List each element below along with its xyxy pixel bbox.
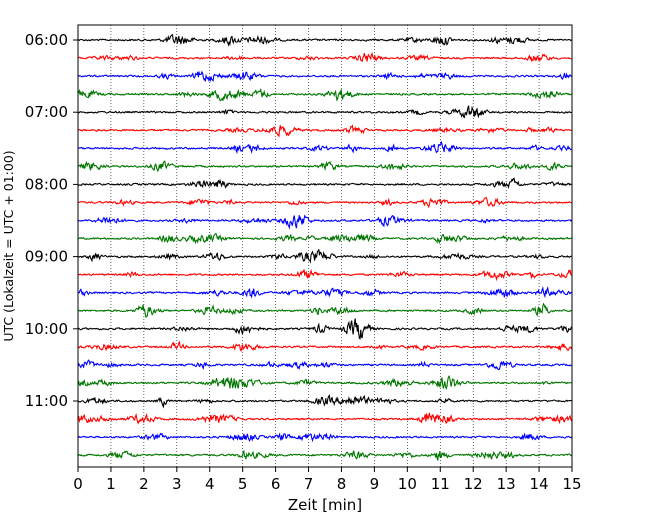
- y-tick-label: 09:00: [25, 248, 68, 266]
- x-tick-label: 10: [398, 475, 417, 493]
- y-tick-label: 11:00: [25, 392, 68, 410]
- seismogram-trace: [77, 302, 572, 319]
- x-tick-label: 12: [464, 475, 483, 493]
- seismogram-trace: [77, 140, 572, 155]
- seismogram-trace: [77, 196, 572, 209]
- x-tick-label: 13: [497, 475, 516, 493]
- x-axis-label: Zeit [min]: [288, 496, 362, 514]
- y-tick-label: 06:00: [25, 31, 68, 49]
- seismogram-trace: [77, 393, 572, 409]
- seismogram-trace: [77, 412, 573, 425]
- seismogram-trace: [77, 105, 572, 119]
- seismogram-trace: [77, 449, 572, 461]
- seismogram-trace: [77, 249, 572, 264]
- y-tick-label: 08:00: [25, 175, 68, 193]
- seismogram-trace: [77, 51, 572, 63]
- seismogram-trace: [77, 124, 572, 138]
- x-tick-label: 5: [238, 475, 248, 493]
- y-tick-label: 10:00: [25, 320, 68, 338]
- x-tick-label: 3: [172, 475, 182, 493]
- x-tick-label: 4: [205, 475, 215, 493]
- x-tick-label: 9: [370, 475, 380, 493]
- seismogram-trace: [77, 432, 572, 443]
- seismogram-trace: [77, 214, 572, 230]
- seismogram-trace: [77, 87, 572, 102]
- seismogram-trace: [77, 232, 572, 245]
- y-axis-label: UTC (Lokalzeit = UTC + 01:00): [1, 150, 16, 341]
- x-tick-label: 14: [530, 475, 549, 493]
- plot-frame: [77, 24, 573, 468]
- y-tick-label: 07:00: [25, 103, 68, 121]
- x-tick-label: 0: [73, 475, 83, 493]
- seismogram-trace: [77, 285, 572, 299]
- seismogram-trace: [77, 359, 572, 371]
- seismogram-trace: [77, 160, 572, 173]
- x-tick-label: 11: [431, 475, 450, 493]
- x-tick-label: 2: [139, 475, 149, 493]
- seismogram-traces: [77, 33, 573, 461]
- x-tick-label: 8: [337, 475, 347, 493]
- seismogram-trace: [77, 340, 573, 352]
- seismogram-trace: [77, 70, 572, 83]
- seismogram-trace: [77, 33, 572, 47]
- x-tick-label: 7: [304, 475, 314, 493]
- seismogram-trace: [77, 268, 572, 282]
- x-tick-label: 1: [106, 475, 116, 493]
- y-axis-ticks: 06:00 07:00 08:00 09:00 10:00 11:00: [25, 31, 78, 410]
- seismogram-trace: [77, 177, 572, 190]
- seismogram-trace: [77, 374, 572, 391]
- seismogram-trace: [77, 318, 573, 340]
- x-tick-label: 6: [271, 475, 281, 493]
- x-axis-ticks: 0 1 2 3 4 5 6 7 8 9 10 11 12 13 14 15: [73, 467, 582, 493]
- x-tick-label: 15: [562, 475, 581, 493]
